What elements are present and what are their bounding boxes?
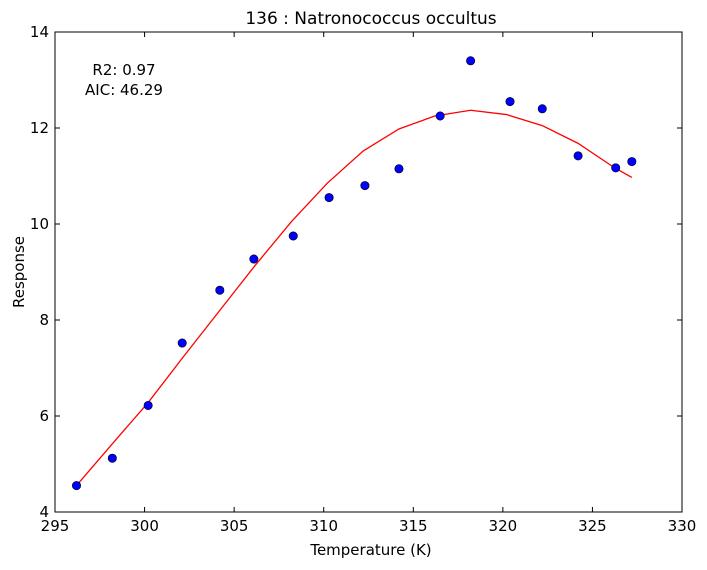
data-point — [249, 254, 259, 264]
data-point — [611, 163, 621, 173]
fit-line-layer — [76, 109, 633, 487]
x-tick-label: 310 — [309, 517, 338, 535]
axis-ticks: 295 300 305 310 315 320 325 330 4 6 8 10 12 14 — [30, 23, 696, 535]
y-axis-label: Response — [10, 236, 28, 308]
y-tick-label: 12 — [30, 119, 49, 137]
x-tick-label: 295 — [41, 517, 70, 535]
data-point — [627, 157, 637, 167]
data-point — [143, 400, 153, 410]
x-tick-label: 305 — [220, 517, 249, 535]
data-point — [288, 231, 298, 241]
x-tick-label: 315 — [399, 517, 428, 535]
data-point — [324, 193, 334, 203]
data-points-layer — [71, 56, 637, 491]
x-axis-label: Temperature (K) — [309, 541, 431, 559]
y-tick-label: 4 — [39, 503, 49, 521]
data-point — [394, 164, 404, 174]
data-point — [466, 56, 476, 66]
data-point — [107, 453, 117, 463]
x-tick-label: 325 — [578, 517, 607, 535]
data-point — [215, 285, 225, 295]
data-point — [505, 97, 515, 107]
chart-title: 136 : Natronococcus occultus — [245, 9, 496, 29]
y-tick-label: 10 — [30, 215, 49, 233]
data-point — [177, 338, 187, 348]
y-tick-label: 14 — [30, 23, 49, 41]
y-tick-label: 6 — [39, 407, 49, 425]
plot-area — [54, 31, 683, 513]
fit-line — [76, 109, 633, 487]
x-tick-label: 320 — [489, 517, 518, 535]
data-point — [537, 104, 547, 114]
x-tick-label: 300 — [130, 517, 159, 535]
annotation-r2: R2: 0.97 — [92, 61, 155, 79]
y-tick-label: 8 — [39, 311, 49, 329]
data-point — [71, 481, 81, 491]
data-point — [435, 111, 445, 121]
data-point — [360, 181, 370, 191]
data-point — [573, 151, 583, 161]
x-tick-label: 330 — [668, 517, 697, 535]
annotation-aic: AIC: 46.29 — [85, 81, 163, 99]
